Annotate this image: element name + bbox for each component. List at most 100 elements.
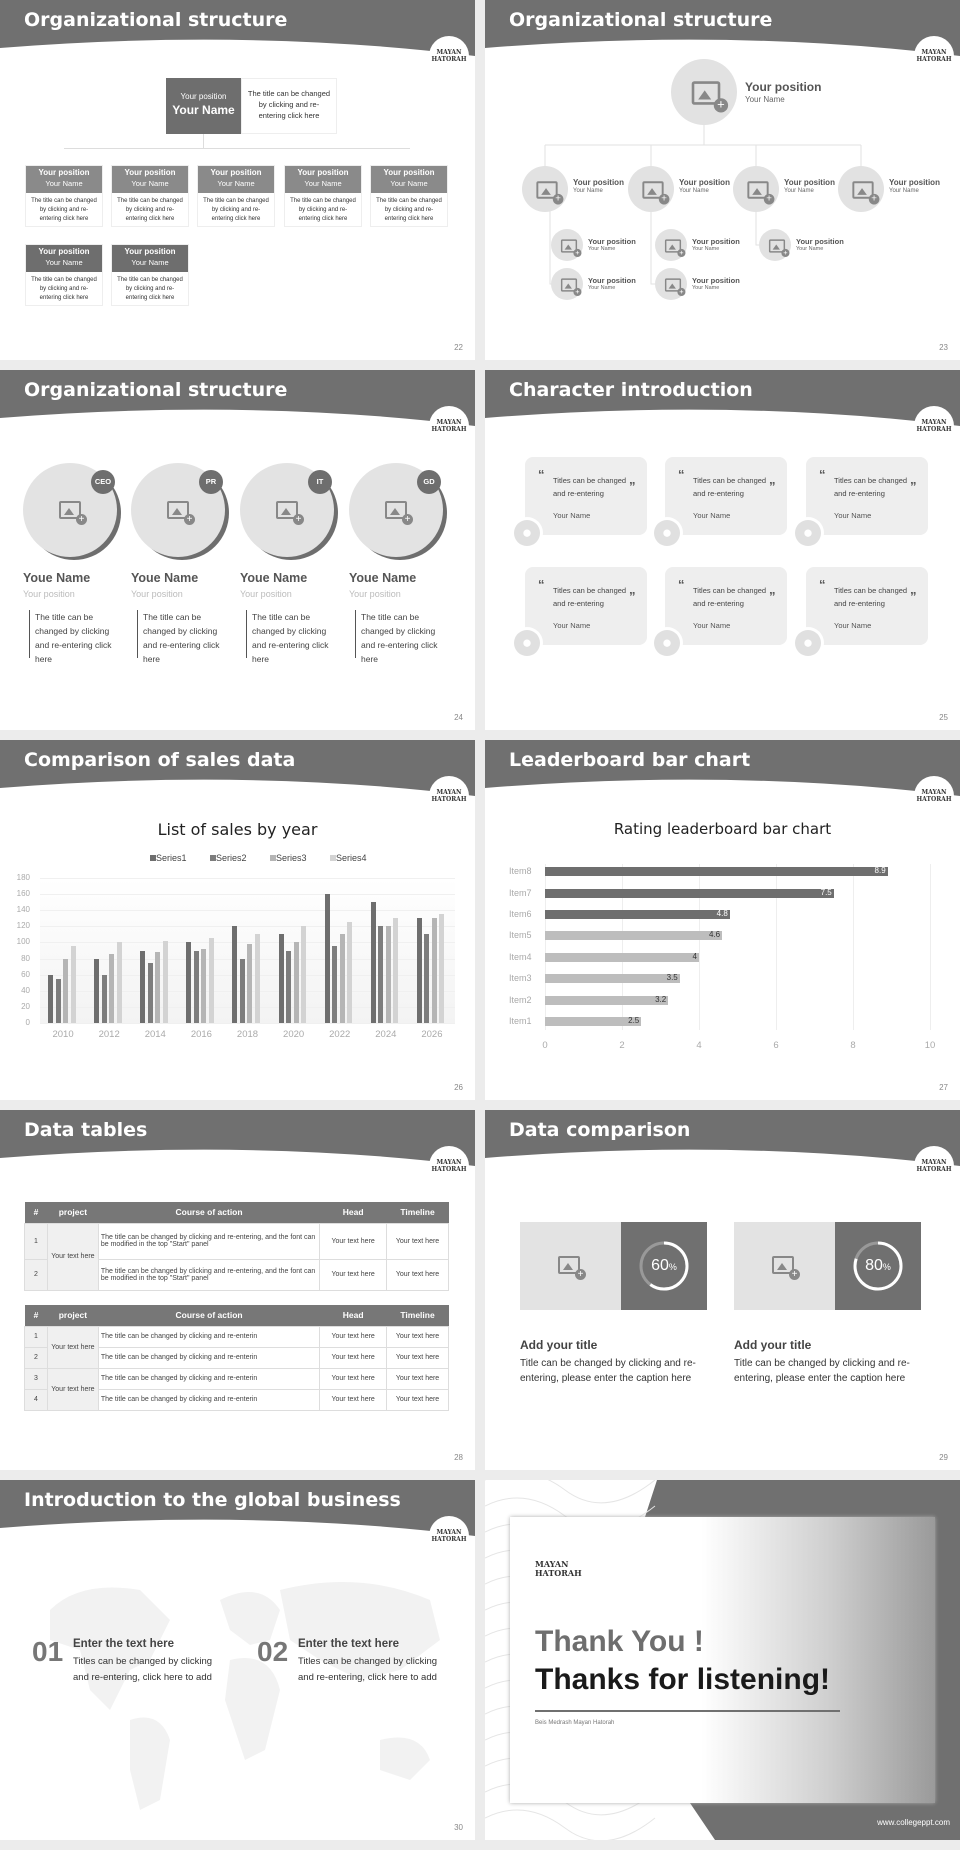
header-bar — [485, 0, 960, 56]
page-number: 29 — [939, 1453, 948, 1462]
quote-close-icon: ” — [629, 589, 636, 604]
bar-series4-2016 — [208, 938, 214, 1023]
member-name: Your Name — [573, 188, 603, 194]
bar-series2-2020 — [286, 950, 292, 1023]
org-node[interactable] — [111, 165, 189, 227]
item-title: Add your title — [520, 1338, 598, 1352]
header-bar — [0, 370, 475, 426]
member-name: Your Name — [889, 188, 919, 194]
bar-series2-2022 — [332, 945, 338, 1023]
item-number: 02 — [257, 1636, 289, 1667]
slide-title: Leaderboard bar chart — [509, 749, 751, 771]
bar-data-label: 3.5 — [666, 973, 678, 983]
school-logo: MAYAN HATORAH — [535, 1559, 582, 1578]
character-card[interactable] — [665, 457, 787, 535]
x-tick-label: 6 — [773, 1040, 779, 1051]
sub-name: Your Name — [588, 246, 616, 252]
image-placeholder-icon — [558, 1256, 586, 1280]
character-card[interactable] — [525, 567, 647, 645]
avatar: ● — [511, 517, 543, 549]
table-row[interactable]: 3 Your text here The title can be changed … — [24, 1367, 449, 1411]
column-header: # — [24, 1305, 48, 1326]
chart-title: Rating leaderboard bar chart — [613, 820, 832, 838]
school-logo: MAYAN HATORAH — [429, 776, 469, 816]
bar-series3-2014 — [155, 952, 161, 1023]
bar-data-label: 2.5 — [628, 1016, 640, 1025]
project-cell: Your text here — [46, 1222, 99, 1291]
org-node[interactable] — [111, 244, 189, 306]
y-tick-label: 20 — [21, 1001, 30, 1011]
sub-name: Your Name — [588, 285, 616, 291]
image-placeholder-icon — [664, 278, 686, 297]
project-cell: Your text here — [46, 1325, 99, 1369]
quote-open-icon: “ — [819, 577, 826, 592]
bar-series1-2026 — [416, 918, 422, 1023]
node-name: Your Name — [390, 179, 428, 188]
chart-title: List of sales by year — [157, 820, 318, 839]
card-quote: Titles can be changed and re-entering — [693, 586, 767, 608]
bar-item8 — [545, 867, 888, 877]
table-row[interactable]: 1 Your text here The title can be changed … — [24, 1222, 449, 1291]
column-header: Course of action — [98, 1202, 320, 1223]
school-logo: MAYAN HATORAH — [429, 406, 469, 446]
timeline-cell: Your text here — [386, 1258, 449, 1291]
page-number: 23 — [939, 343, 948, 352]
y-tick-label: 140 — [16, 905, 30, 915]
character-card[interactable] — [806, 567, 928, 645]
bar-data-label: 4.6 — [708, 930, 721, 940]
table-row[interactable]: 4 The title can be changed by clicking an… — [24, 1388, 449, 1411]
action-cell: The title can be changed by clicking and… — [97, 1367, 321, 1390]
character-card[interactable] — [806, 457, 928, 535]
header-bar — [485, 740, 960, 796]
table-row[interactable]: 1 Your text here The title can be changed … — [24, 1325, 449, 1369]
y-category-label: Item6 — [509, 909, 532, 919]
org-node[interactable] — [284, 165, 362, 227]
thank-you-heading: Thank You ! — [535, 1625, 704, 1658]
bar-series4-2026 — [439, 914, 445, 1023]
sub-name: Your Name — [692, 285, 720, 291]
timeline-cell: Your text here — [386, 1367, 449, 1390]
bar-series4-2010 — [70, 946, 76, 1023]
avatar: ● — [511, 627, 543, 659]
sub-name: Your Name — [692, 246, 720, 252]
top-desc: The title can be changed by clicking and… — [247, 89, 331, 120]
slide-22: Organizational structure MAYAN HATORAH 22 Y… — [0, 0, 475, 360]
y-category-label: Item1 — [509, 1016, 532, 1026]
org-node[interactable] — [370, 165, 448, 227]
gridline — [699, 864, 700, 1030]
timeline-cell: Your text here — [386, 1346, 449, 1369]
item-text: Titles can be changed by clicking and re… — [298, 1656, 438, 1683]
top-name: Your Name — [745, 95, 785, 104]
card-name: Your Name — [553, 621, 591, 630]
sub-name: Your Name — [796, 246, 824, 252]
page-number: 24 — [454, 713, 463, 722]
head-cell: Your text here — [319, 1325, 388, 1348]
top-node[interactable] — [166, 78, 241, 134]
org-node[interactable] — [25, 244, 103, 306]
top-position: Your position — [745, 80, 822, 94]
node-position: Your position — [210, 168, 262, 177]
y-tick-label: 80 — [21, 953, 30, 963]
card-name: Your Name — [693, 621, 731, 630]
x-tick-label: 2024 — [375, 1029, 397, 1040]
x-tick-label: 2022 — [329, 1029, 351, 1040]
slide-26: Comparison of sales data MAYAN HATORAH 26 L… — [0, 740, 475, 1100]
data-table-1: # project Course of action Head Timeline 1 You… — [24, 1202, 449, 1291]
character-card[interactable] — [525, 457, 647, 535]
bar-series4-2014 — [162, 940, 168, 1023]
table-row[interactable]: 2 The title can be changed by clicking an… — [24, 1258, 449, 1291]
character-card[interactable] — [665, 567, 787, 645]
quote-close-icon: ” — [910, 479, 917, 494]
slide-title: Data comparison — [509, 1119, 691, 1141]
bar-series1-2022 — [324, 894, 330, 1023]
y-category-label: Item3 — [509, 973, 532, 984]
gridline — [40, 910, 455, 912]
gridline — [40, 942, 455, 944]
x-tick-label: 10 — [924, 1040, 936, 1051]
quote-close-icon: ” — [629, 479, 636, 494]
thanks-heading: Thanks for listening! — [535, 1663, 831, 1696]
bar-series3-2012 — [109, 953, 115, 1023]
org-node[interactable] — [25, 165, 103, 227]
org-node[interactable] — [197, 165, 275, 227]
node-name: Your Name — [45, 258, 83, 267]
